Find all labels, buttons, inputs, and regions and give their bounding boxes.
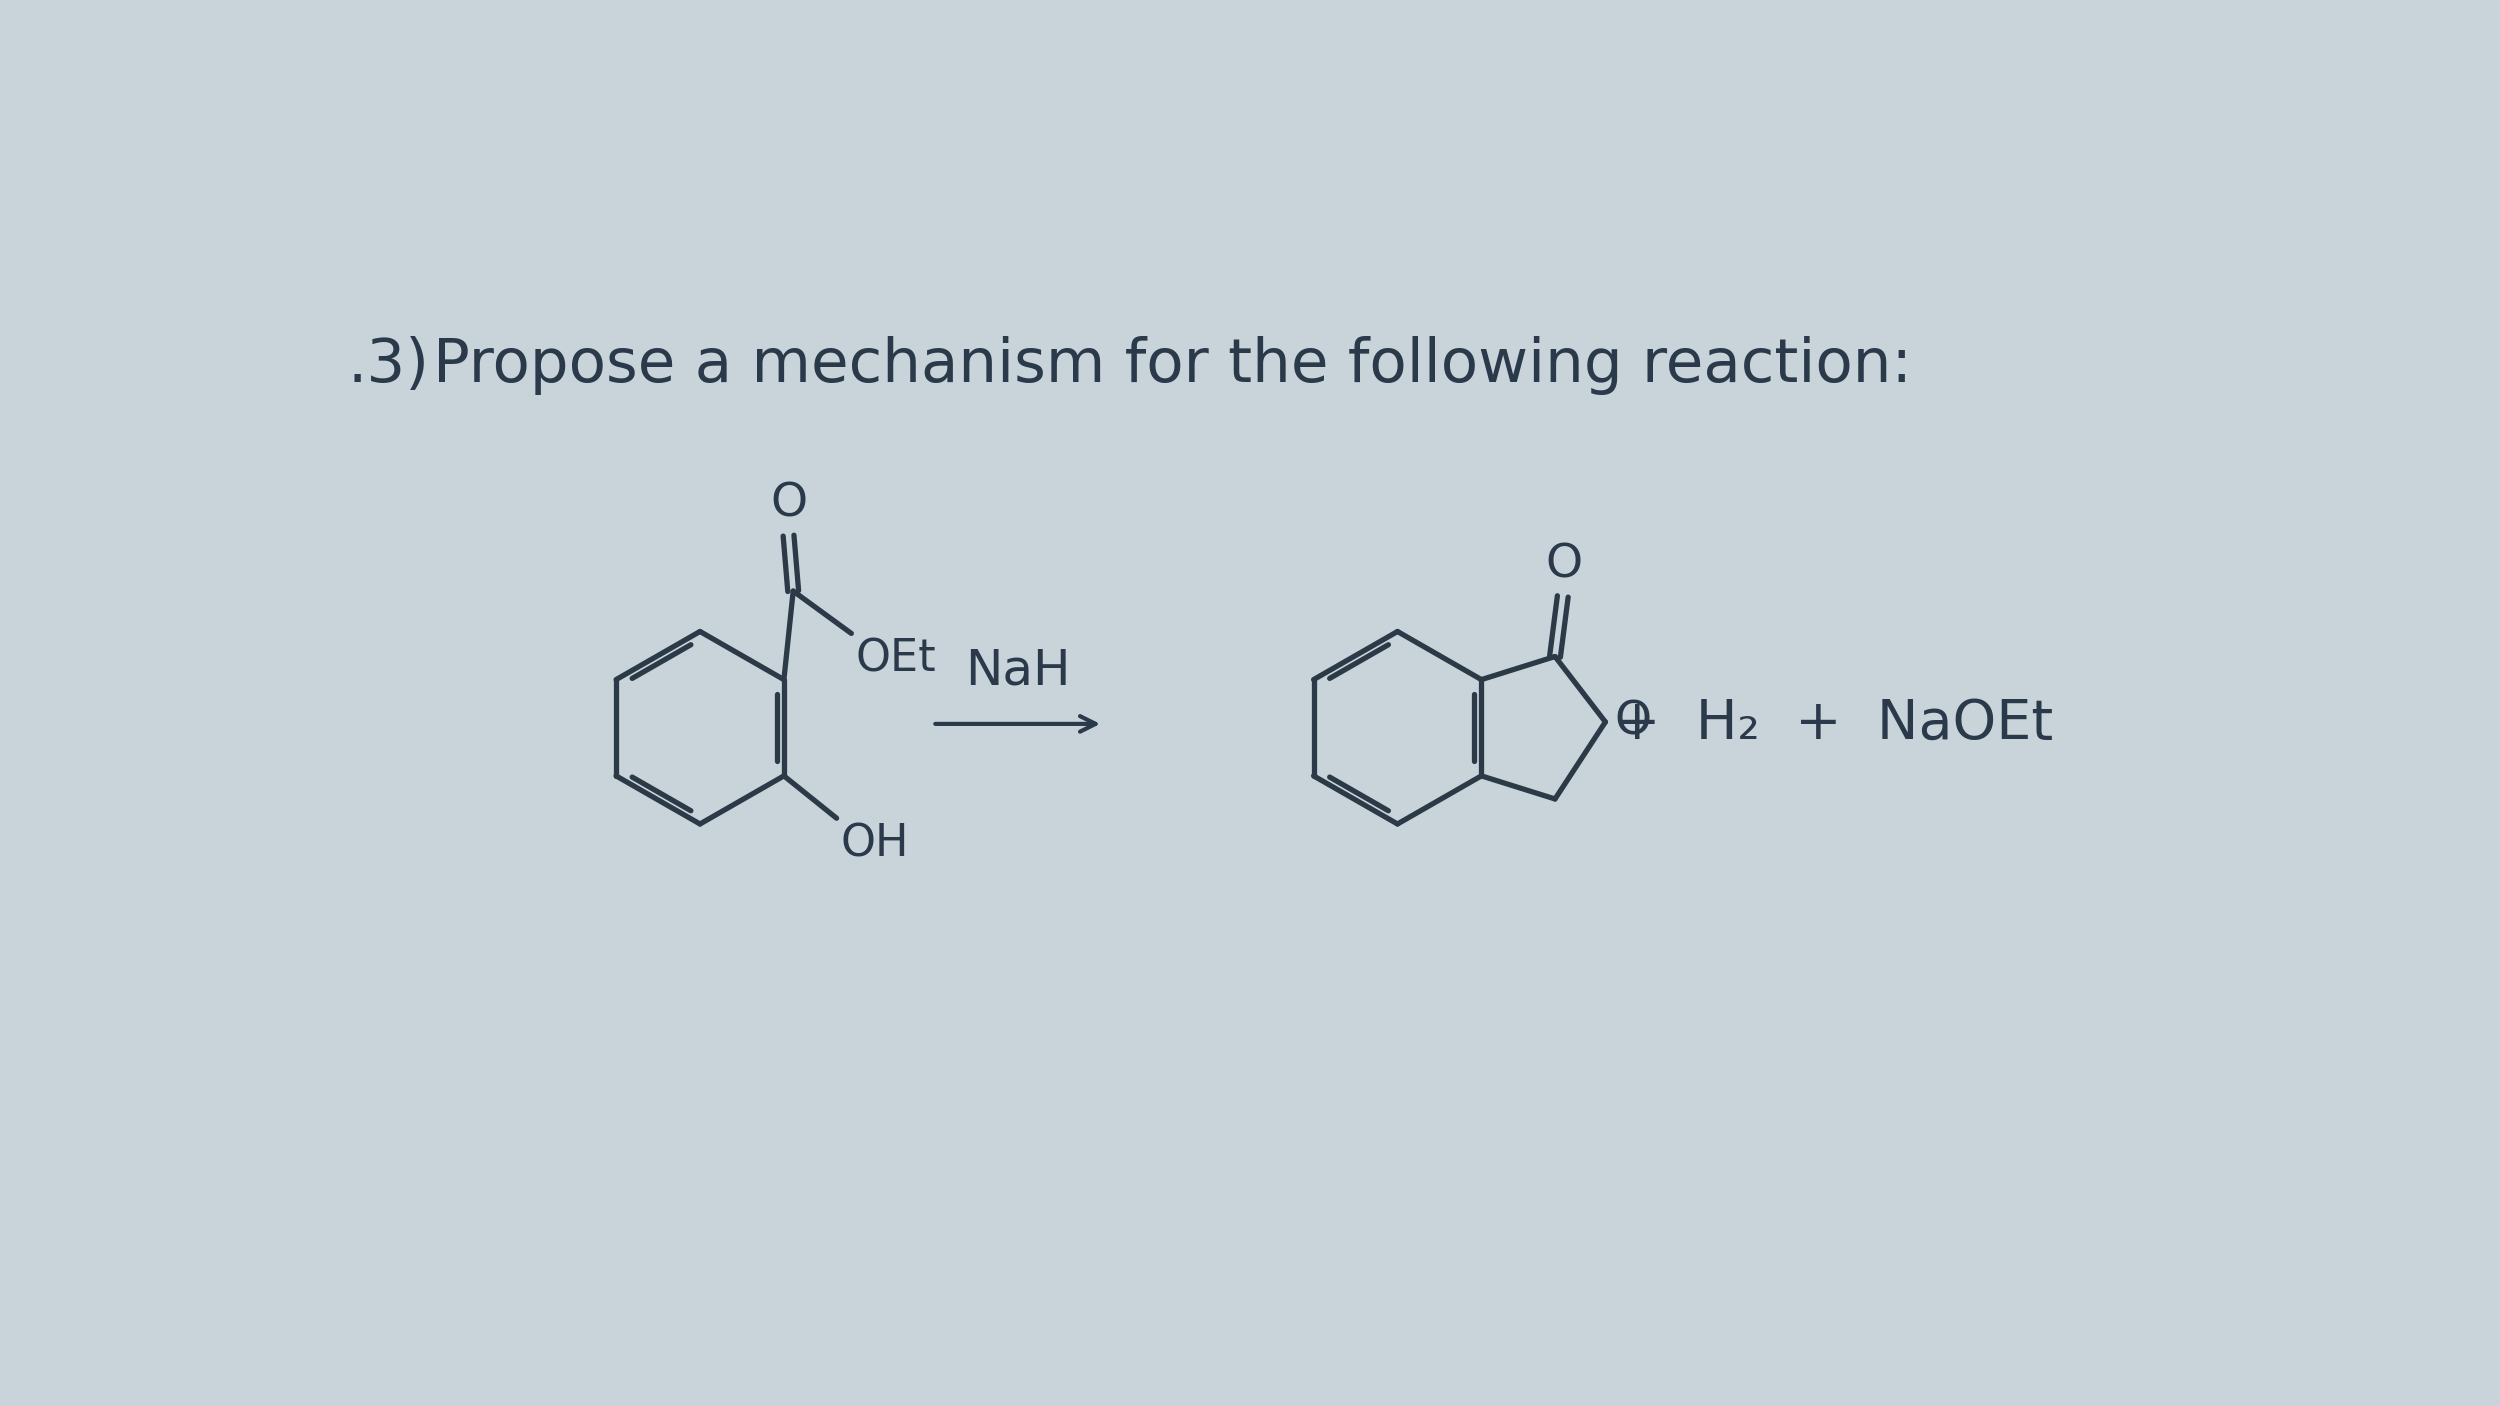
Text: NaH: NaH xyxy=(965,647,1070,695)
Text: O: O xyxy=(1615,699,1652,744)
Text: OEt: OEt xyxy=(855,637,935,681)
Text: O: O xyxy=(770,481,808,526)
Text: .3): .3) xyxy=(348,336,430,395)
Text: +  H₂  +  NaOEt: + H₂ + NaOEt xyxy=(1615,697,2055,751)
Text: Propose a mechanism for the following reaction:: Propose a mechanism for the following re… xyxy=(432,336,1913,395)
Text: O: O xyxy=(1545,543,1582,588)
Text: OH: OH xyxy=(840,823,910,865)
